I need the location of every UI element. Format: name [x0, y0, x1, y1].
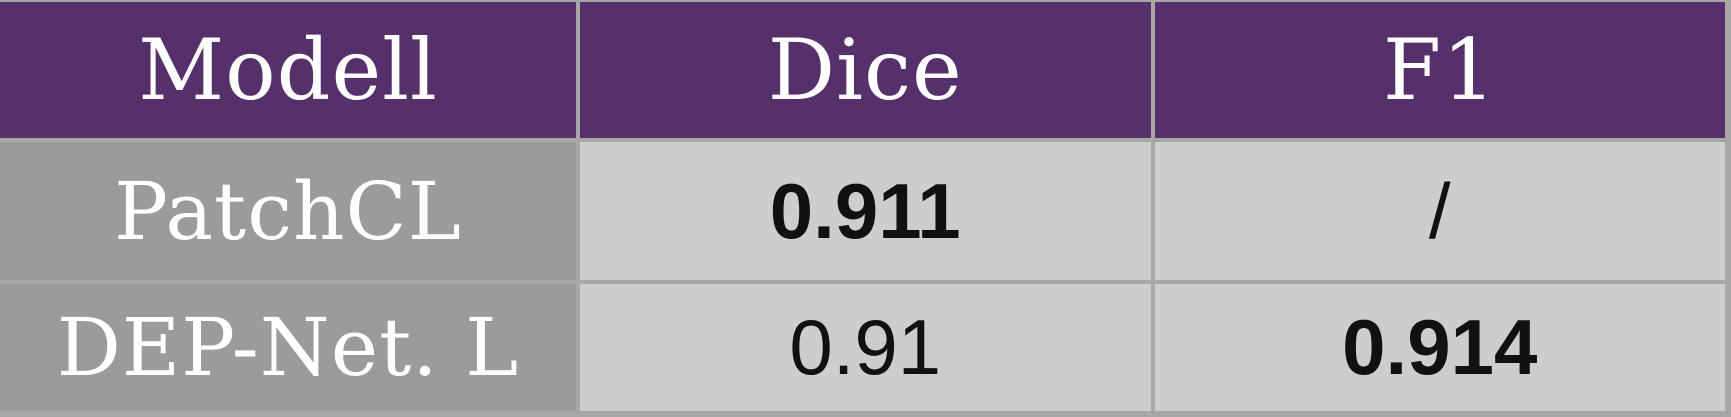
cell-patchcl-dice: 0.911 — [580, 142, 1151, 280]
row-label-patchcl: PatchCL — [0, 142, 576, 280]
cell-depnet-l-f1: 0.914 — [1154, 284, 1725, 411]
header-f1: F1 — [1154, 2, 1725, 138]
row-label-depnet-l: DEP-Net. L — [0, 284, 576, 411]
header-modell: Modell — [0, 2, 576, 138]
cell-depnet-l-dice: 0.91 — [580, 284, 1151, 411]
cell-patchcl-f1: / — [1154, 142, 1725, 280]
header-dice: Dice — [580, 2, 1151, 138]
